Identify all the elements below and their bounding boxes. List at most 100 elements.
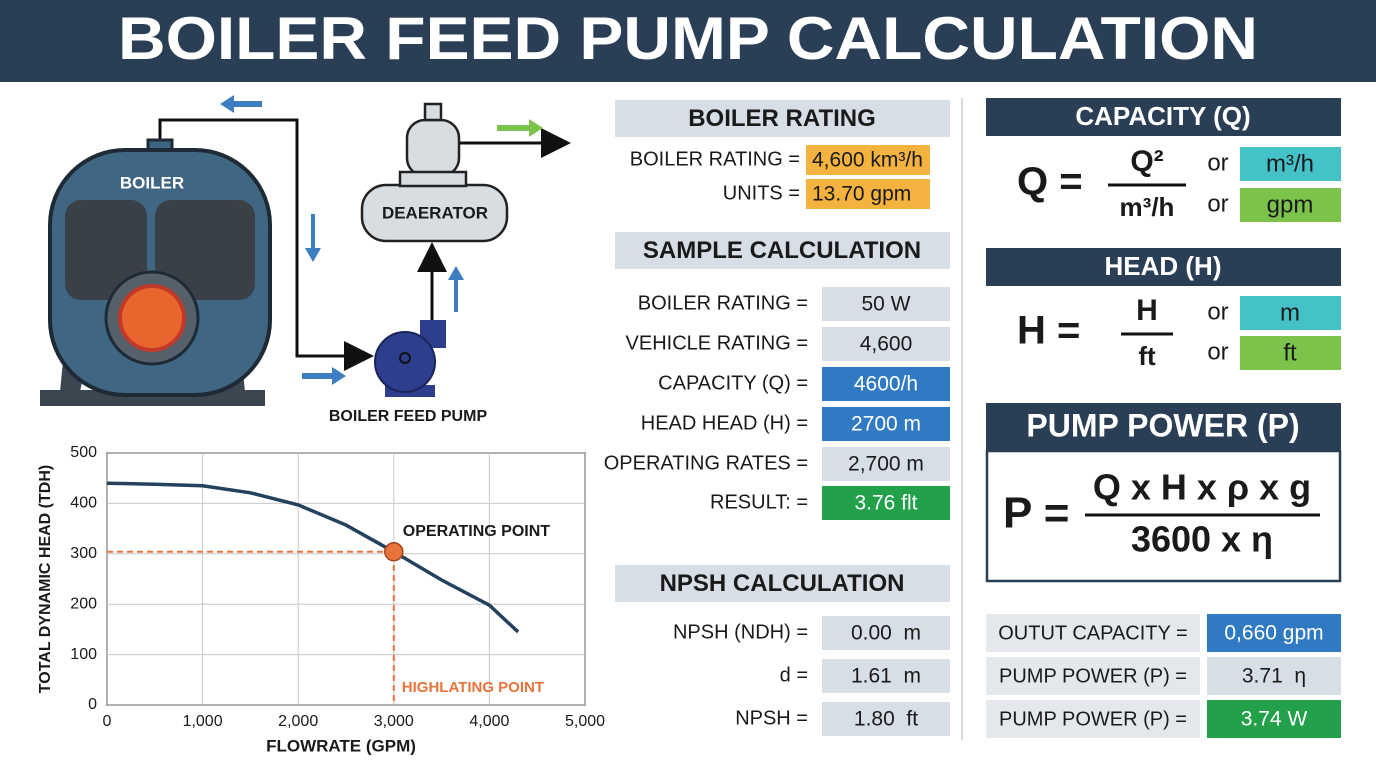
row-value: 4,600	[860, 333, 913, 356]
section-header	[986, 403, 1341, 451]
row-label: RESULT: =	[710, 491, 808, 513]
section-header	[986, 98, 1341, 136]
value-box	[822, 447, 950, 481]
guide-line	[107, 550, 395, 705]
section-header	[615, 232, 950, 269]
flow-arrow	[497, 119, 543, 137]
y-tick-label: 100	[70, 646, 97, 663]
formula-denominator: ft	[1138, 341, 1156, 371]
formula-numerator: Q²	[1130, 145, 1163, 178]
section-title: BOILER RATING	[688, 105, 876, 132]
formula-numerator: H	[1136, 294, 1158, 327]
boiler-panel	[65, 200, 147, 300]
header-bar	[0, 0, 1376, 82]
row-label: OUTUT CAPACITY =	[998, 622, 1187, 644]
section-header	[615, 565, 950, 602]
formula-lhs: Q =	[1017, 160, 1083, 204]
row-value: 1.61 m	[851, 665, 921, 688]
value-box	[806, 179, 930, 209]
deaerator-label: DEAERATOR	[382, 203, 488, 222]
value-box	[806, 145, 930, 175]
flow-arrow	[220, 95, 262, 113]
row-value: 0,660 gpm	[1224, 622, 1323, 645]
unit-value: gpm	[1267, 191, 1314, 218]
page-title: BOILER FEED PUMP CALCULATION	[118, 5, 1258, 72]
row-label: BOILER RATING =	[630, 148, 800, 170]
unit-box	[1240, 296, 1341, 330]
row-label: BOILER RATING =	[638, 292, 808, 314]
value-box	[822, 407, 950, 441]
y-tick-label: 0	[88, 696, 97, 713]
row-value: 2,700 m	[848, 453, 924, 476]
x-tick-label: 1,000	[183, 713, 223, 730]
unit-box	[1240, 147, 1341, 181]
label-box	[986, 700, 1200, 738]
row-value: 0.00 m	[851, 622, 921, 645]
row-label: PUMP POWER (P) =	[999, 665, 1187, 687]
deaerator-neck	[398, 170, 468, 188]
pipe	[158, 118, 374, 371]
formula-lhs: H =	[1017, 309, 1080, 353]
y-axis-label: TOTAL DYNAMIC HEAD (TDH)	[37, 465, 54, 693]
row-value: 3.71 η	[1242, 665, 1306, 688]
flow-arrow	[302, 367, 346, 385]
row-value: 4600/h	[854, 373, 918, 396]
value-box	[822, 486, 950, 520]
row-value: 3.74 W	[1241, 708, 1308, 731]
value-box	[822, 327, 950, 361]
diagram: BOILER DEAERATOR BOILER FEED PUMP	[40, 95, 571, 425]
x-tick-label: 4,000	[469, 713, 509, 730]
value-box	[822, 702, 950, 736]
or-label: or	[1207, 149, 1228, 176]
pump-shaft	[399, 352, 411, 364]
formula-denominator: m³/h	[1120, 192, 1175, 222]
formula-lhs: P =	[1003, 489, 1069, 538]
operating-point	[384, 542, 404, 562]
plot-area	[106, 452, 586, 706]
x-axis-label: FLOWRATE (GPM)	[266, 736, 416, 755]
unit-value: m³/h	[1266, 150, 1314, 177]
operating-point-label: OPERATING POINT	[403, 523, 550, 540]
row-label: d =	[780, 664, 808, 686]
y-tick-label: 500	[70, 444, 97, 461]
pump-curve	[106, 481, 520, 634]
flame	[118, 284, 186, 352]
row-label: PUMP POWER (P) =	[999, 708, 1187, 730]
x-tick-label: 2,000	[278, 713, 318, 730]
flow-arrow	[448, 266, 464, 312]
x-tick-label: 5,000	[565, 713, 605, 730]
section-title: SAMPLE CALCULATION	[643, 237, 921, 264]
unit-value: m	[1280, 299, 1300, 326]
row-value: 50 W	[861, 293, 910, 316]
row-label: VEHICLE RATING =	[626, 332, 808, 354]
row-label: OPERATING RATES =	[604, 452, 808, 474]
or-label: or	[1207, 190, 1228, 217]
row-value: 3.76 flt	[854, 492, 917, 515]
pump-label: BOILER FEED PUMP	[329, 408, 488, 425]
section-title: PUMP POWER (P)	[1026, 407, 1299, 443]
unit-box	[1240, 188, 1341, 222]
formula-numerator: Q x H x ρ x g	[1093, 467, 1311, 508]
y-tick-label: 200	[70, 595, 97, 612]
flow-arrow	[305, 214, 321, 262]
or-label: or	[1207, 338, 1228, 365]
label-box	[986, 614, 1200, 652]
section-title: NPSH CALCULATION	[660, 570, 905, 597]
section-header	[986, 248, 1341, 286]
or-label: or	[1207, 298, 1228, 325]
unit-box	[1240, 336, 1341, 370]
section-header	[615, 100, 950, 137]
value-box	[1207, 657, 1341, 695]
y-tick-label: 400	[70, 495, 97, 512]
section-title: HEAD (H)	[1105, 251, 1222, 281]
row-label: CAPACITY (Q) =	[658, 372, 808, 394]
row-label: NPSH =	[735, 707, 808, 729]
boiler-label: BOILER	[120, 173, 184, 192]
value-box	[822, 616, 950, 650]
row-label: HEAD HEAD (H) =	[641, 412, 808, 434]
deaerator-top	[405, 118, 461, 178]
value-box	[822, 287, 950, 321]
value-box	[1207, 614, 1341, 652]
section-title: CAPACITY (Q)	[1075, 101, 1250, 131]
